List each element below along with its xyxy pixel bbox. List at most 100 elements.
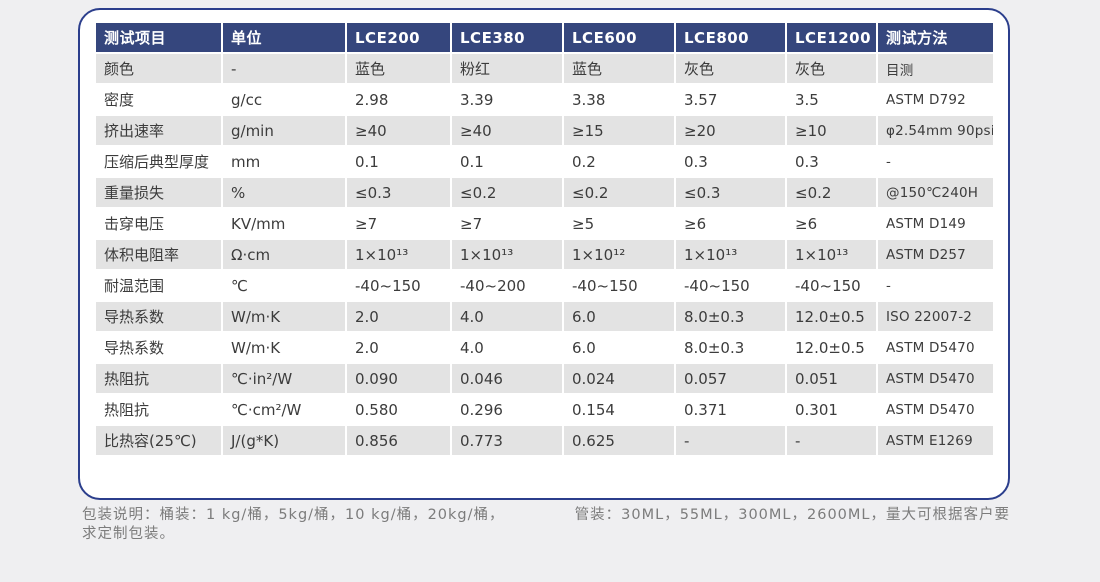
table-cell: 1×10¹³ (787, 240, 878, 271)
table-cell: 粉红 (452, 54, 564, 85)
table-cell: ASTM D149 (878, 209, 993, 240)
table-cell: -40~150 (564, 271, 676, 302)
table-cell: ℃·in²/W (223, 364, 347, 395)
header-cell: LCE800 (676, 23, 787, 54)
table-cell: ISO 22007-2 (878, 302, 993, 333)
table-cell: ≤0.2 (564, 178, 676, 209)
table-cell: ≥40 (347, 116, 452, 147)
table-row: 击穿电压 KV/mm ≥7 ≥7 ≥5 ≥6 ≥6 ASTM D149 (96, 209, 993, 240)
table-cell: 0.1 (347, 147, 452, 178)
packaging-note-barrel: 包装说明：桶装：1 kg/桶，5kg/桶，10 kg/桶，20kg/桶， (82, 507, 505, 523)
table-cell: 0.3 (676, 147, 787, 178)
table-cell: - (787, 426, 878, 457)
table-cell: 0.856 (347, 426, 452, 457)
test-item-cell: 耐温范围 (96, 271, 223, 302)
table-cell: 2.0 (347, 333, 452, 364)
test-item-cell: 热阻抗 (96, 364, 223, 395)
table-cell: 4.0 (452, 333, 564, 364)
table-cell: 0.154 (564, 395, 676, 426)
table-cell: 0.301 (787, 395, 878, 426)
table-cell: ≤0.2 (452, 178, 564, 209)
table-cell: 目测 (878, 54, 993, 85)
table-cell: 0.024 (564, 364, 676, 395)
table-cell: ASTM D792 (878, 85, 993, 116)
table-row: 颜色 - 蓝色 粉红 蓝色 灰色 灰色 目测 (96, 54, 993, 85)
table-cell: ASTM D5470 (878, 395, 993, 426)
table-cell: 2.98 (347, 85, 452, 116)
test-item-cell: 重量损失 (96, 178, 223, 209)
table-cell: 0.2 (564, 147, 676, 178)
table-cell: 12.0±0.5 (787, 333, 878, 364)
test-item-cell: 热阻抗 (96, 395, 223, 426)
table-cell: @150℃240H (878, 178, 993, 209)
table-cell: 0.051 (787, 364, 878, 395)
packaging-note-line2: 求定制包装。 (82, 526, 175, 542)
table-cell: Ω·cm (223, 240, 347, 271)
table-row: 导热系数 W/m·K 2.0 4.0 6.0 8.0±0.3 12.0±0.5 ISO 220… (96, 302, 993, 333)
test-item-cell: 颜色 (96, 54, 223, 85)
table-cell: 0.625 (564, 426, 676, 457)
table-cell: ≥40 (452, 116, 564, 147)
table-cell: 灰色 (787, 54, 878, 85)
table-cell: 3.38 (564, 85, 676, 116)
header-cell: LCE1200 (787, 23, 878, 54)
table-cell: ASTM D5470 (878, 333, 993, 364)
table-cell: 2.0 (347, 302, 452, 333)
spec-table-body: 颜色 - 蓝色 粉红 蓝色 灰色 灰色 目测 密度 g/cc 2.98 3.39 3.38 3.57 3.5… (96, 54, 993, 457)
table-cell: - (676, 426, 787, 457)
table-cell: ℃ (223, 271, 347, 302)
table-cell: ≥7 (347, 209, 452, 240)
table-cell: 3.39 (452, 85, 564, 116)
table-row: 密度 g/cc 2.98 3.39 3.38 3.57 3.5 ASTM D792 (96, 85, 993, 116)
table-cell: -40~150 (676, 271, 787, 302)
table-cell: 0.057 (676, 364, 787, 395)
table-cell: 8.0±0.3 (676, 302, 787, 333)
table-cell: 1×10¹³ (452, 240, 564, 271)
table-cell: ASTM D257 (878, 240, 993, 271)
table-cell: 0.773 (452, 426, 564, 457)
table-row: 耐温范围 ℃ -40~150 -40~200 -40~150 -40~150 -40~150… (96, 271, 993, 302)
table-cell: - (878, 271, 993, 302)
table-cell: ASTM D5470 (878, 364, 993, 395)
table-cell: 蓝色 (347, 54, 452, 85)
table-cell: 12.0±0.5 (787, 302, 878, 333)
table-cell: ≥15 (564, 116, 676, 147)
table-row: 重量损失% ≤0.3 ≤0.2 ≤0.2 ≤0.3 ≤0.2 @150℃240H (96, 178, 993, 209)
spec-table-header: 测试项目 单位 LCE200 LCE380 LCE600 LCE800 LCE1200 测试方… (96, 23, 993, 54)
table-cell: 8.0±0.3 (676, 333, 787, 364)
table-cell: W/m·K (223, 302, 347, 333)
test-item-cell: 压缩后典型厚度 (96, 147, 223, 178)
table-cell: ≥7 (452, 209, 564, 240)
table-cell: - (223, 54, 347, 85)
spec-panel: 测试项目 单位 LCE200 LCE380 LCE600 LCE800 LCE1200 测试方… (78, 8, 1010, 500)
table-cell: ≥20 (676, 116, 787, 147)
table-cell: ≤0.3 (347, 178, 452, 209)
table-cell: KV/mm (223, 209, 347, 240)
header-cell: 测试项目 (96, 23, 223, 54)
table-row: 导热系数 W/m·K 2.0 4.0 6.0 8.0±0.3 12.0±0.5 ASTM D5… (96, 333, 993, 364)
table-row: 比热容(25℃) J/(g*K) 0.856 0.773 0.625- - ASTM E12… (96, 426, 993, 457)
header-cell: 单位 (223, 23, 347, 54)
test-item-cell: 挤出速率 (96, 116, 223, 147)
header-cell: 测试方法 (878, 23, 993, 54)
table-cell: 灰色 (676, 54, 787, 85)
table-row: 体积电阻率 Ω·cm 1×10¹³ 1×10¹³ 1×10¹² 1×10¹³ 1×10¹³ A… (96, 240, 993, 271)
table-cell: 1×10¹² (564, 240, 676, 271)
spec-table: 测试项目 单位 LCE200 LCE380 LCE600 LCE800 LCE1200 测试方… (96, 23, 993, 457)
table-cell: 4.0 (452, 302, 564, 333)
table-cell: 6.0 (564, 333, 676, 364)
table-cell: 0.371 (676, 395, 787, 426)
table-cell: 1×10¹³ (676, 240, 787, 271)
header-cell: LCE600 (564, 23, 676, 54)
table-cell: -40~200 (452, 271, 564, 302)
table-cell: 3.5 (787, 85, 878, 116)
header-cell: LCE200 (347, 23, 452, 54)
table-row: 热阻抗 ℃·cm²/W 0.580 0.296 0.154 0.371 0.301 ASTM … (96, 395, 993, 426)
table-cell: -40~150 (347, 271, 452, 302)
spec-table-container: 测试项目 单位 LCE200 LCE380 LCE600 LCE800 LCE1200 测试方… (96, 23, 993, 457)
table-cell: ≥6 (676, 209, 787, 240)
table-cell: g/cc (223, 85, 347, 116)
test-item-cell: 体积电阻率 (96, 240, 223, 271)
table-row: 热阻抗 ℃·in²/W 0.090 0.046 0.024 0.057 0.051 ASTM … (96, 364, 993, 395)
table-cell: ASTM E1269 (878, 426, 993, 457)
